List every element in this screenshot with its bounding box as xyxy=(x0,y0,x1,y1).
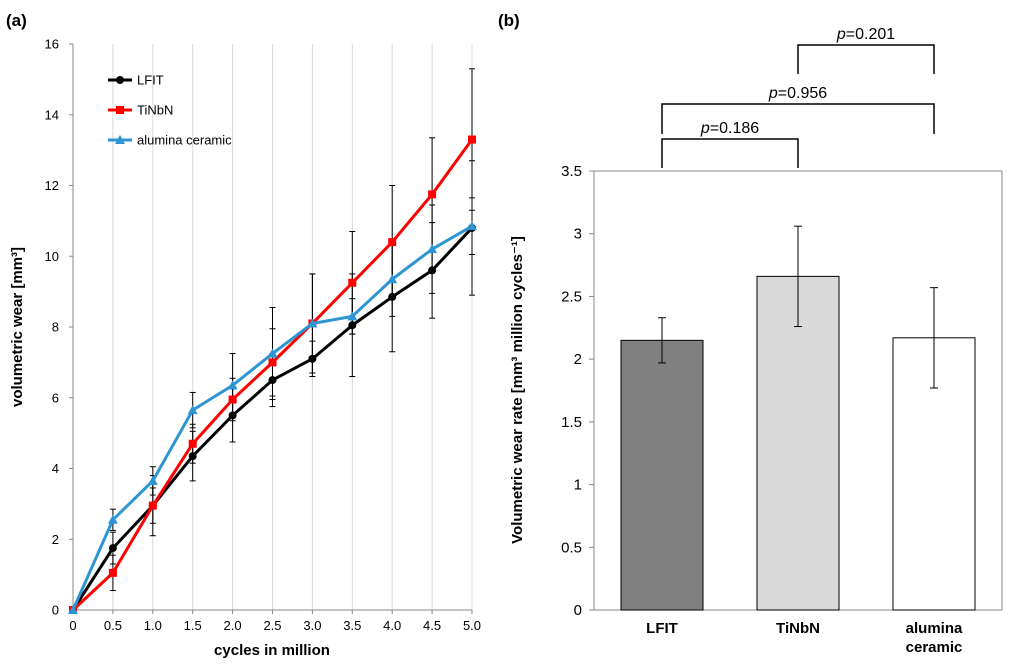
panel-a-x-tick-label: 2.5 xyxy=(263,618,281,633)
data-point-lfit xyxy=(108,544,117,553)
data-point-alumina-ceramic xyxy=(347,311,358,321)
panel-b-y-tick-label: 2.5 xyxy=(561,288,582,305)
panel-a-y-tick-label: 4 xyxy=(52,461,59,476)
panel-a-x-tick-label: 0.5 xyxy=(104,618,122,633)
data-point-alumina-ceramic xyxy=(467,221,477,231)
panel-a-x-tick-label: 1.0 xyxy=(144,618,162,633)
significance-label-1-2: p=0.201 xyxy=(836,26,895,43)
data-point-tinbn xyxy=(228,395,237,404)
data-point-tinbn xyxy=(388,238,397,247)
data-point-alumina-ceramic xyxy=(387,274,398,284)
panel-a-y-tick-label: 10 xyxy=(45,249,59,264)
legend-label-lfit: LFIT xyxy=(137,73,164,88)
legend-marker-alumina-ceramic xyxy=(115,135,125,144)
category-label-alumina-ceramic: ceramic xyxy=(906,639,963,656)
legend-marker-tinbn xyxy=(116,106,124,114)
data-point-lfit xyxy=(188,452,197,461)
data-point-lfit xyxy=(268,376,277,385)
data-point-lfit xyxy=(428,266,437,275)
data-point-alumina-ceramic xyxy=(147,475,158,485)
panel-a-y-tick-label: 12 xyxy=(45,178,59,193)
panel-b-y-tick-label: 2 xyxy=(574,351,582,368)
legend-label-alumina-ceramic: alumina ceramic xyxy=(137,133,232,148)
panel-a-y-tick-label: 2 xyxy=(52,532,59,547)
data-point-tinbn xyxy=(188,439,197,448)
panel-b-y-tick-label: 3.5 xyxy=(561,163,582,180)
data-point-alumina-ceramic xyxy=(107,514,118,524)
panel-b-y-tick-label: 0 xyxy=(574,602,582,619)
category-label-tinbn: TiNbN xyxy=(776,620,820,637)
panel-a-y-tick-label: 8 xyxy=(52,320,59,335)
data-point-tinbn xyxy=(148,501,157,510)
significance-bracket-0-1 xyxy=(661,138,799,168)
category-label-alumina-ceramic: alumina xyxy=(906,620,963,637)
panel-a-y-tick-label: 14 xyxy=(45,107,59,122)
panel-b-y-tick-label: 0.5 xyxy=(561,539,582,556)
category-label-lfit: LFIT xyxy=(646,620,678,637)
data-point-lfit xyxy=(308,354,317,363)
data-point-tinbn xyxy=(428,190,437,199)
data-point-lfit xyxy=(388,292,397,301)
significance-label-0-2: p=0.956 xyxy=(768,85,827,102)
panel-a-x-tick-label: 1.5 xyxy=(184,618,202,633)
panel-a-x-tick-label: 4.5 xyxy=(423,618,441,633)
data-point-tinbn xyxy=(348,278,357,287)
panel-a-y-tick-label: 16 xyxy=(45,37,59,52)
panel-a-y-tick-label: 0 xyxy=(52,603,59,618)
data-point-tinbn xyxy=(468,135,476,144)
significance-bracket-0-2 xyxy=(661,103,935,134)
bar-lfit xyxy=(620,339,704,611)
significance-label-0-1: p=0.186 xyxy=(700,120,759,137)
data-point-alumina-ceramic xyxy=(427,244,438,254)
panel-a-y-axis-title: volumetric wear [mm³] xyxy=(9,247,26,407)
data-point-alumina-ceramic xyxy=(307,318,318,328)
panel-a-x-tick-label: 2.0 xyxy=(224,618,242,633)
legend-label-tinbn: TiNbN xyxy=(137,103,173,118)
panel-b-plot: 0 0.5 1 1.5 2 2.5 3 3.5 LFIT TiNbN alumina ceramic p… xyxy=(561,26,1003,656)
legend-marker-lfit xyxy=(116,76,124,84)
data-point-tinbn xyxy=(268,358,277,367)
panel-b-y-tick-label: 1.5 xyxy=(561,414,582,431)
data-point-tinbn xyxy=(108,568,117,577)
data-point-lfit xyxy=(228,411,237,420)
panel-a-x-tick-label: 4.0 xyxy=(383,618,401,633)
significance-bracket-1-2 xyxy=(797,44,935,74)
panel-a-x-axis-title: cycles in million xyxy=(214,642,330,659)
panel-a-label: (a) xyxy=(6,11,27,30)
panel-a-x-tick-label: 3.0 xyxy=(303,618,321,633)
data-point-alumina-ceramic xyxy=(187,405,198,415)
data-point-lfit xyxy=(348,321,357,330)
data-point-alumina-ceramic xyxy=(227,380,238,390)
panel-b-label: (b) xyxy=(498,11,520,30)
data-point-alumina-ceramic xyxy=(68,605,78,614)
panel-b-y-tick-label: 1 xyxy=(574,477,582,494)
panel-a-y-tick-label: 6 xyxy=(52,390,59,405)
panel-a-plot: 0 2 4 6 8 10 12 14 16 0 0.5 1.0 1.5 2.0 2.5 3.0 3.5 4.0 4.… xyxy=(45,37,482,634)
panel-b-y-axis-title: Volumetric wear rate [mm³ million cycles… xyxy=(509,236,526,544)
data-point-alumina-ceramic xyxy=(267,348,278,358)
panel-a-x-tick-label: 5.0 xyxy=(463,618,481,633)
panel-b-y-tick-label: 3 xyxy=(574,226,582,243)
panel-a-x-tick-label: 0 xyxy=(69,618,76,633)
panel-a-x-tick-label: 3.5 xyxy=(343,618,361,633)
bar-tinbn xyxy=(756,275,840,611)
